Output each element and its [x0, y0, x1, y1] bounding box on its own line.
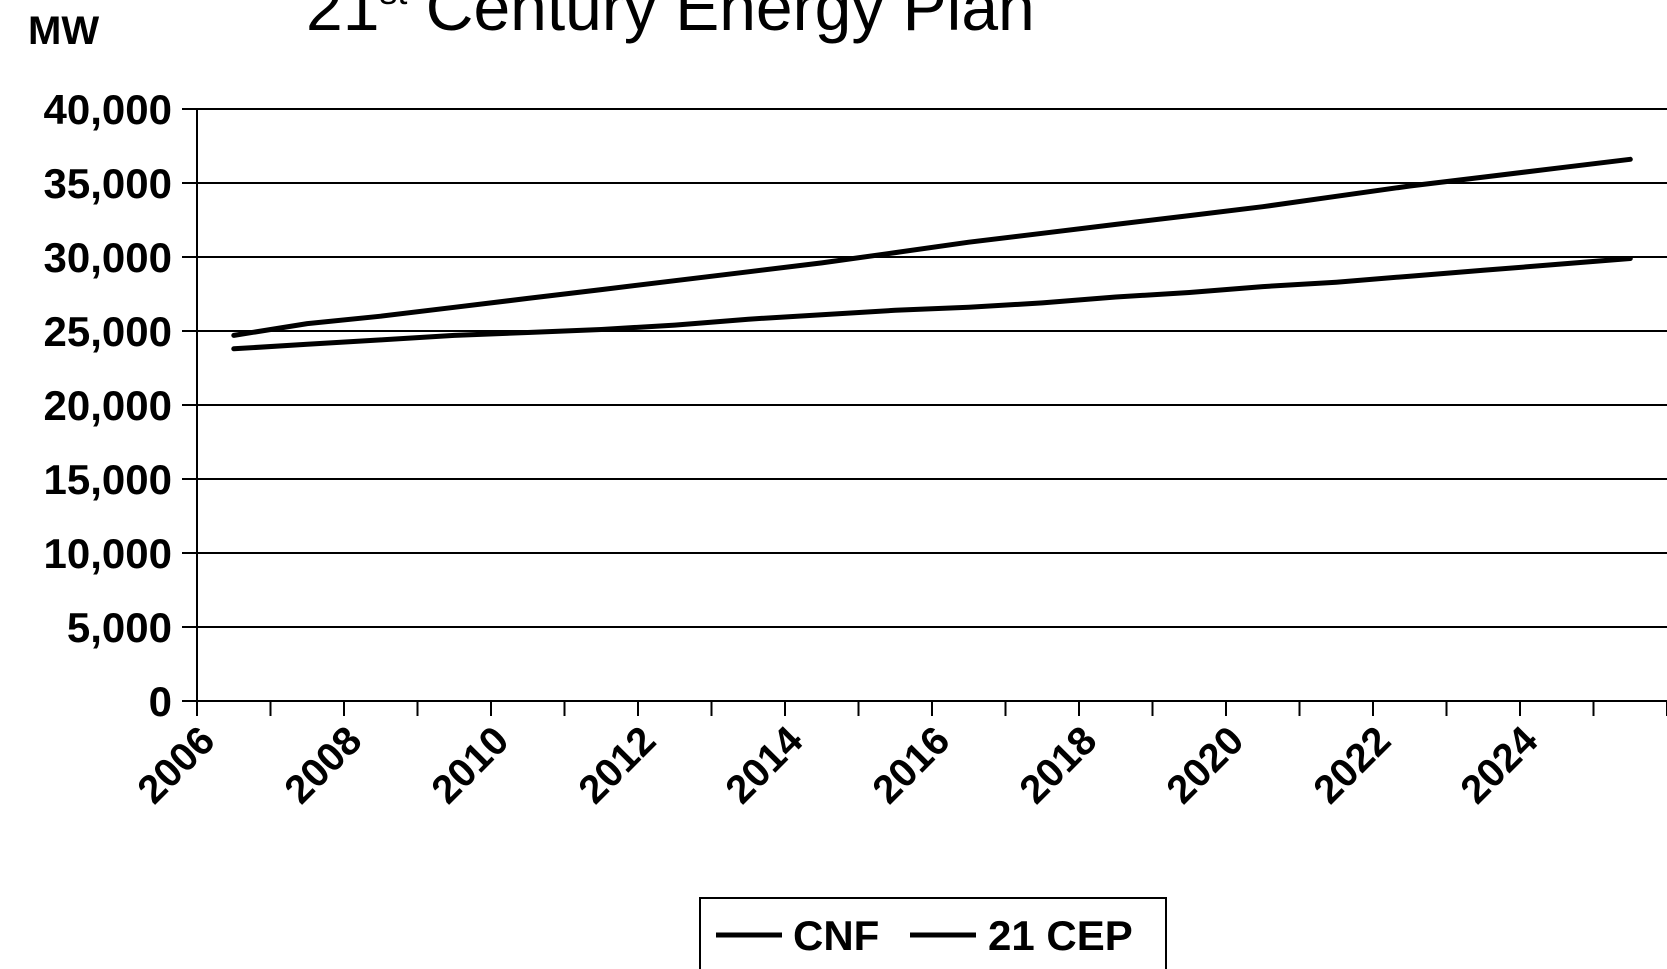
y-tick-label: 10,000 [44, 530, 172, 577]
x-tick-label: 2022 [1305, 718, 1399, 812]
x-tick-label: 2018 [1011, 718, 1105, 812]
title-main: Century Energy Plan [407, 0, 1034, 44]
x-tick-label: 2008 [276, 718, 370, 812]
y-tick-label: 20,000 [44, 382, 172, 429]
x-tick-label: 2010 [423, 718, 517, 812]
series-line-cnf [231, 156, 1633, 338]
legend-label-21-cep: 21 CEP [988, 912, 1133, 959]
y-axis-unit-label: MW [28, 9, 99, 53]
x-tick-label: 2012 [570, 718, 664, 812]
y-tick-label: 0 [149, 678, 172, 725]
x-tick-label: 2024 [1452, 718, 1547, 813]
x-tick-label: 2006 [129, 718, 223, 812]
series-lines [231, 156, 1633, 352]
axes [182, 108, 1667, 716]
x-tick-label: 2020 [1158, 718, 1252, 812]
legend: CNF 21 CEP [699, 897, 1167, 969]
y-tick-label: 15,000 [44, 456, 172, 503]
x-tick-label: 2014 [717, 718, 812, 813]
chart-title: 21st Century Energy Plan [306, 0, 1035, 44]
title-superscript: st [379, 0, 407, 12]
gridlines [197, 108, 1667, 628]
y-tick-label: 35,000 [44, 160, 172, 207]
series-line-21-cep [231, 256, 1633, 352]
y-tick-labels: 0 5,000 10,000 15,000 20,000 25,000 30,000 35,0… [44, 86, 172, 725]
legend-label-cnf: CNF [793, 912, 879, 959]
y-tick-label: 30,000 [44, 234, 172, 281]
y-tick-label: 40,000 [44, 86, 172, 133]
title-prefix: 21 [306, 0, 379, 44]
x-tick-label: 2016 [864, 718, 958, 812]
x-tick-labels: 2006 2008 2010 2012 2014 2016 2018 2020 2022 2024 [129, 718, 1547, 813]
y-tick-label: 5,000 [67, 604, 172, 651]
y-tick-label: 25,000 [44, 308, 172, 355]
